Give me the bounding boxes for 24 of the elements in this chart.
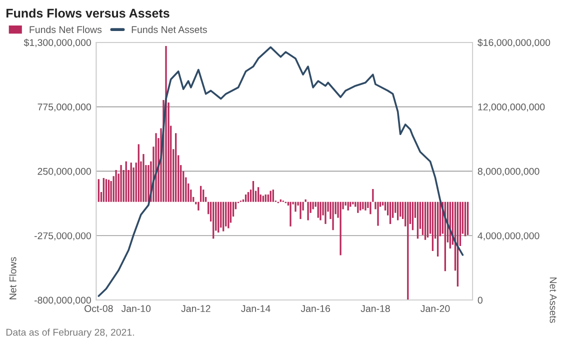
x-tick-label: Jan-12 — [181, 305, 210, 312]
y2-tick-label: 12,000,000,000 — [478, 104, 545, 112]
y2-tick-label: $16,000,000,000 — [478, 38, 550, 48]
y-axis-title: Net Flows — [9, 257, 16, 300]
y-tick-label: -275,000,000 — [34, 232, 91, 240]
y-tick-label: 250,000,000 — [38, 168, 91, 176]
legend-label: Funds Net Assets — [132, 26, 207, 34]
y-tick-label: $1,300,000,000 — [24, 38, 91, 48]
y-tick-label: 775,000,000 — [38, 104, 91, 112]
legend-label: Funds Net Flows — [30, 26, 102, 34]
x-tick-label: Jan-10 — [121, 305, 151, 312]
x-tick-label: Jan-18 — [360, 305, 390, 312]
y2-axis-title: Net Assets — [550, 278, 557, 323]
x-tick-label: Jan-20 — [420, 305, 450, 312]
y2-tick-label: 4,000,000,000 — [478, 232, 540, 240]
line-series — [98, 46, 464, 297]
y2-tick-label: 8,000,000,000 — [478, 168, 540, 176]
text: Data as of February 28, 2021. — [6, 328, 134, 338]
y2-tick-label: 0 — [478, 296, 482, 304]
x-tick-label: Jan-14 — [241, 305, 270, 312]
x-tick-label: Oct-08 — [84, 305, 113, 312]
y-tick-label: -800,000,000 — [34, 296, 91, 305]
x-tick-label: Jan-16 — [300, 305, 330, 312]
chart-title: Funds Flows versus Assets — [6, 8, 170, 18]
